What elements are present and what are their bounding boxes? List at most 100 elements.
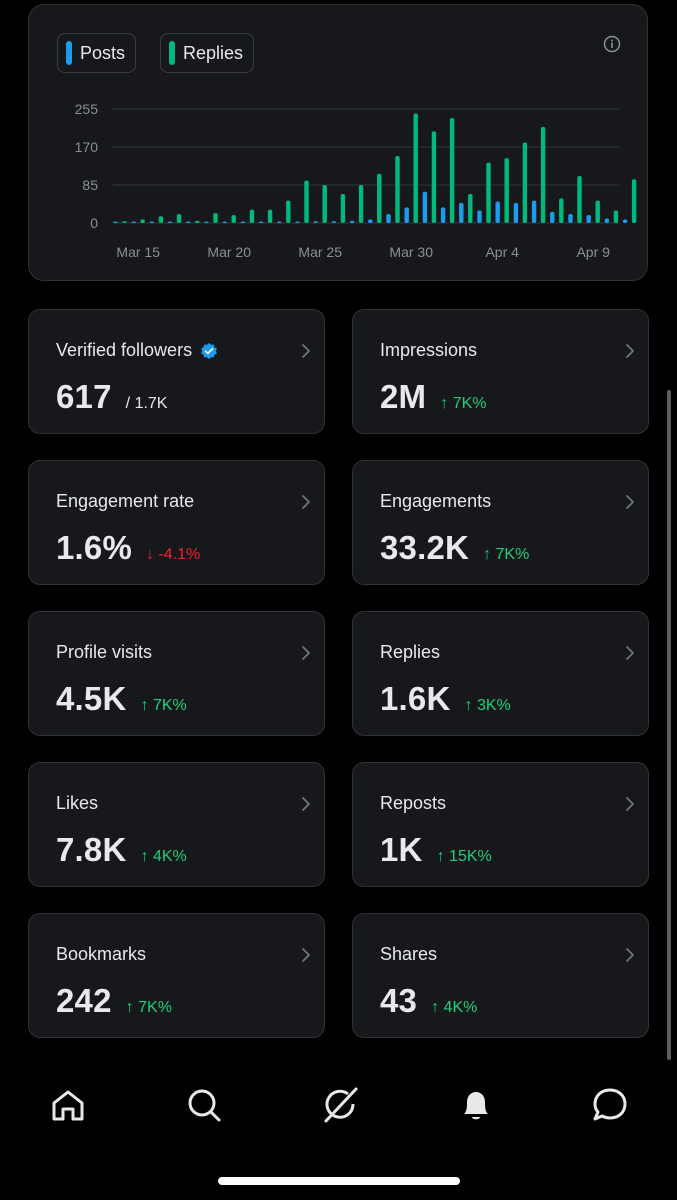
- stat-card-reposts[interactable]: Reposts 1K ↑ 15K%: [352, 762, 649, 887]
- bar-posts[interactable]: [440, 207, 446, 223]
- stat-value-row: 1.6K ↑ 3K%: [380, 680, 511, 718]
- bar-posts[interactable]: [222, 221, 227, 224]
- bar-posts[interactable]: [331, 221, 337, 223]
- stat-card-impressions[interactable]: Impressions 2M ↑ 7K%: [352, 309, 649, 434]
- bar-replies[interactable]: [559, 198, 564, 223]
- bar-posts[interactable]: [368, 219, 373, 223]
- stat-label: Profile visits: [56, 642, 152, 663]
- bar-replies[interactable]: [340, 193, 346, 223]
- stat-label: Replies: [380, 642, 440, 663]
- stat-value: 43: [380, 982, 418, 1019]
- bar-replies[interactable]: [195, 220, 200, 223]
- bar-posts[interactable]: [459, 202, 464, 223]
- grok-icon[interactable]: [320, 1085, 360, 1125]
- bar-replies[interactable]: [322, 185, 327, 223]
- bar-replies[interactable]: [140, 219, 145, 223]
- bell-icon[interactable]: [456, 1085, 496, 1125]
- bar-posts[interactable]: [113, 221, 118, 224]
- bar-replies[interactable]: [358, 185, 364, 223]
- bar-posts[interactable]: [404, 207, 409, 223]
- bar-replies[interactable]: [595, 200, 600, 223]
- bar-replies[interactable]: [631, 179, 637, 223]
- stat-card-verified-followers[interactable]: Verified followers 617 / 1.7K: [28, 309, 325, 434]
- stat-card-engagement-rate[interactable]: Engagement rate 1.6% ↓ -4.1%: [28, 460, 325, 585]
- verified-badge-icon: [201, 342, 217, 359]
- bar-posts[interactable]: [495, 201, 500, 223]
- bar-posts[interactable]: [149, 221, 155, 224]
- info-icon[interactable]: [603, 35, 621, 53]
- bar-posts[interactable]: [167, 221, 173, 224]
- bar-posts[interactable]: [422, 191, 428, 223]
- legend-replies[interactable]: Replies: [160, 33, 255, 73]
- bar-replies[interactable]: [540, 126, 546, 223]
- stat-card-profile-visits[interactable]: Profile visits 4.5K ↑ 7K%: [28, 611, 325, 736]
- stat-label-text: Verified followers: [56, 340, 193, 360]
- stat-card-likes[interactable]: Likes 7.8K ↑ 4K%: [28, 762, 325, 887]
- bar-replies[interactable]: [249, 209, 255, 223]
- stat-value-row: 2M ↑ 7K%: [380, 378, 487, 416]
- stat-card-engagements[interactable]: Engagements 33.2K ↑ 7K%: [352, 460, 649, 585]
- home-icon[interactable]: [48, 1085, 88, 1125]
- bar-replies[interactable]: [486, 162, 491, 223]
- bar-replies[interactable]: [449, 117, 455, 223]
- y-tick-label: 0: [90, 215, 98, 231]
- bar-posts[interactable]: [258, 221, 264, 224]
- bar-posts[interactable]: [622, 219, 628, 223]
- bar-replies[interactable]: [158, 216, 164, 223]
- bar-replies[interactable]: [231, 214, 236, 223]
- stat-label-text: Shares: [380, 944, 438, 964]
- bar-replies[interactable]: [577, 176, 582, 223]
- bar-posts[interactable]: [131, 221, 136, 224]
- stat-card-bookmarks[interactable]: Bookmarks 242 ↑ 7K%: [28, 913, 325, 1038]
- bar-posts[interactable]: [586, 214, 591, 223]
- bar-posts[interactable]: [313, 221, 318, 223]
- chevron-right-icon: [626, 344, 634, 358]
- bar-replies[interactable]: [213, 213, 218, 223]
- stat-card-replies[interactable]: Replies 1.6K ↑ 3K%: [352, 611, 649, 736]
- bar-replies[interactable]: [522, 142, 528, 223]
- bar-posts[interactable]: [240, 221, 246, 224]
- messages-icon[interactable]: [590, 1085, 630, 1125]
- bar-posts[interactable]: [204, 221, 209, 224]
- chevron-right-icon: [626, 646, 634, 660]
- bar-replies[interactable]: [613, 210, 619, 223]
- bar-replies[interactable]: [304, 180, 309, 223]
- stat-label: Likes: [56, 793, 98, 814]
- bar-replies[interactable]: [122, 221, 127, 223]
- bar-posts[interactable]: [531, 200, 537, 223]
- bar-replies[interactable]: [377, 173, 382, 223]
- bar-replies[interactable]: [504, 158, 509, 223]
- bar-posts[interactable]: [604, 218, 610, 223]
- stat-card-shares[interactable]: Shares 43 ↑ 4K%: [352, 913, 649, 1038]
- bar-posts[interactable]: [277, 221, 282, 224]
- stat-value-row: 617 / 1.7K: [56, 378, 167, 416]
- bar-replies[interactable]: [286, 200, 291, 223]
- search-icon[interactable]: [184, 1085, 224, 1125]
- stat-label-text: Profile visits: [56, 642, 153, 662]
- bar-posts[interactable]: [513, 202, 519, 223]
- stat-value: 617: [56, 378, 112, 415]
- analytics-chart-card: 0 85 170 255 Mar 15 Mar 20 Mar 25 Mar 30 Apr 4 Ap…: [28, 4, 648, 281]
- stat-value: 33.2K: [380, 529, 470, 566]
- stat-label-text: Engagements: [380, 491, 492, 511]
- bar-replies[interactable]: [413, 113, 418, 223]
- bar-replies[interactable]: [267, 209, 273, 223]
- stat-value: 1.6K: [380, 680, 451, 717]
- scrollbar[interactable]: [667, 390, 671, 1060]
- bar-posts[interactable]: [568, 214, 573, 223]
- bar-replies[interactable]: [431, 131, 437, 223]
- bar-posts[interactable]: [477, 210, 482, 223]
- chevron-right-icon: [302, 797, 310, 811]
- stat-label-text: Bookmarks: [56, 944, 147, 964]
- bar-replies[interactable]: [468, 193, 473, 223]
- y-tick-label: 170: [75, 139, 99, 155]
- bar-posts[interactable]: [550, 211, 555, 223]
- bar-posts[interactable]: [349, 220, 355, 223]
- bar-posts[interactable]: [386, 214, 391, 223]
- bar-replies[interactable]: [395, 155, 400, 223]
- bar-posts[interactable]: [186, 221, 191, 224]
- stat-value: 2M: [380, 378, 427, 415]
- legend-posts[interactable]: Posts: [57, 33, 137, 73]
- bar-replies[interactable]: [176, 214, 182, 223]
- bar-posts[interactable]: [295, 221, 300, 224]
